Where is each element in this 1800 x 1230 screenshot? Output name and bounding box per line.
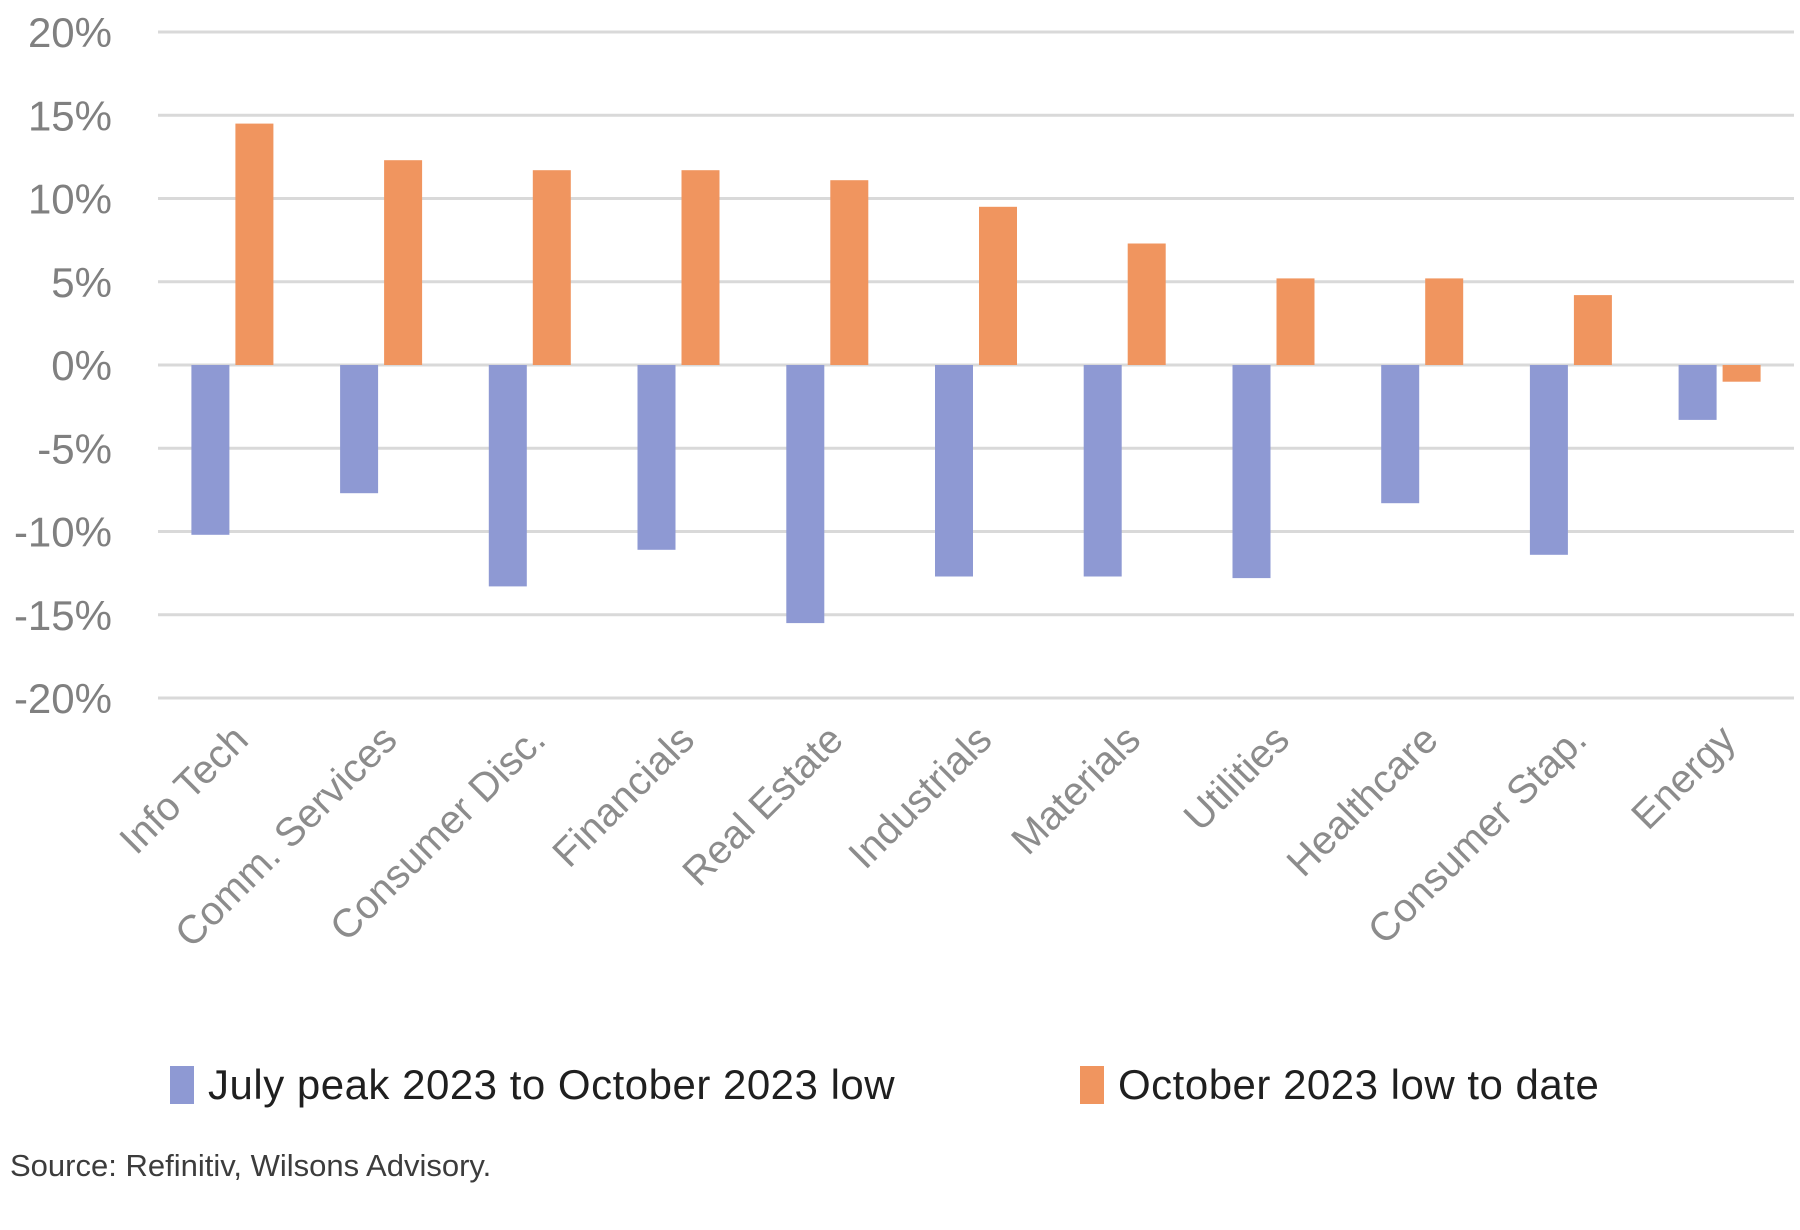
y-axis-tick-15: 15%	[28, 92, 112, 139]
bar-comm-services-october-2023-low-to-date	[384, 160, 423, 365]
source-note: Source: Refinitiv, Wilsons Advisory.	[10, 1148, 492, 1183]
legend-label-july-peak-to-october-low: July peak 2023 to October 2023 low	[208, 1061, 896, 1108]
x-axis-label-financials: Financials	[544, 717, 702, 875]
bar-consumer-disc-july-peak-2023-to-october-2023-low	[488, 365, 527, 587]
bar-chart-canvas: 20%15%10%5%0%-5%-10%-15%-20%Info TechCom…	[14, 9, 1794, 950]
y-axis-tick-15: -15%	[14, 592, 112, 639]
bar-healthcare-july-peak-2023-to-october-2023-low	[1381, 365, 1420, 504]
bar-utilities-july-peak-2023-to-october-2023-low	[1232, 365, 1271, 579]
y-axis-tick-20: 20%	[28, 9, 112, 56]
bar-industrials-july-peak-2023-to-october-2023-low	[935, 365, 973, 577]
bar-healthcare-october-2023-low-to-date	[1425, 278, 1464, 365]
legend-item-july-peak-to-october-low: July peak 2023 to October 2023 low	[170, 1055, 895, 1115]
legend-swatch-october-low-to-date	[1080, 1066, 1104, 1104]
x-axis-label-energy: Energy	[1623, 717, 1744, 838]
y-axis-tick-20: -20%	[14, 675, 112, 722]
x-axis-label-real-estate: Real Estate	[674, 717, 851, 894]
x-axis-label-utilities: Utilities	[1176, 717, 1298, 839]
bar-info-tech-july-peak-2023-to-october-2023-low	[191, 365, 230, 535]
x-axis-label-materials: Materials	[1003, 717, 1149, 863]
bar-energy-july-peak-2023-to-october-2023-low	[1678, 365, 1717, 420]
y-axis-tick-0: 0%	[51, 342, 112, 389]
bar-financials-october-2023-low-to-date	[681, 170, 720, 365]
chart-legend: July peak 2023 to October 2023 low Octob…	[0, 1055, 1800, 1115]
bar-financials-july-peak-2023-to-october-2023-low	[637, 365, 676, 550]
legend-swatch-july-peak-to-october-low	[170, 1066, 194, 1104]
bar-utilities-october-2023-low-to-date	[1276, 278, 1315, 365]
x-axis-label-industrials: Industrials	[840, 717, 1000, 877]
y-axis-tick-5: 5%	[51, 259, 112, 306]
bar-materials-july-peak-2023-to-october-2023-low	[1083, 365, 1122, 577]
bar-info-tech-october-2023-low-to-date	[235, 123, 274, 365]
bar-consumer-disc-october-2023-low-to-date	[532, 170, 571, 365]
y-axis-tick-5: -5%	[37, 425, 112, 472]
bar-real-estate-july-peak-2023-to-october-2023-low	[786, 365, 825, 624]
bar-consumer-stap-july-peak-2023-to-october-2023-low	[1529, 365, 1568, 555]
y-axis-tick-10: 10%	[28, 176, 112, 223]
bar-industrials-october-2023-low-to-date	[979, 206, 1017, 365]
y-axis-tick-10: -10%	[14, 509, 112, 556]
bar-comm-services-july-peak-2023-to-october-2023-low	[340, 365, 379, 494]
bar-materials-october-2023-low-to-date	[1127, 243, 1166, 365]
x-axis-label-info-tech: Info Tech	[111, 717, 256, 862]
bar-real-estate-october-2023-low-to-date	[830, 180, 869, 365]
bar-consumer-stap-october-2023-low-to-date	[1573, 295, 1612, 365]
bar-energy-october-2023-low-to-date	[1722, 365, 1761, 382]
legend-item-october-low-to-date: October 2023 low to date	[1080, 1055, 1599, 1115]
legend-label-october-low-to-date: October 2023 low to date	[1118, 1061, 1600, 1108]
